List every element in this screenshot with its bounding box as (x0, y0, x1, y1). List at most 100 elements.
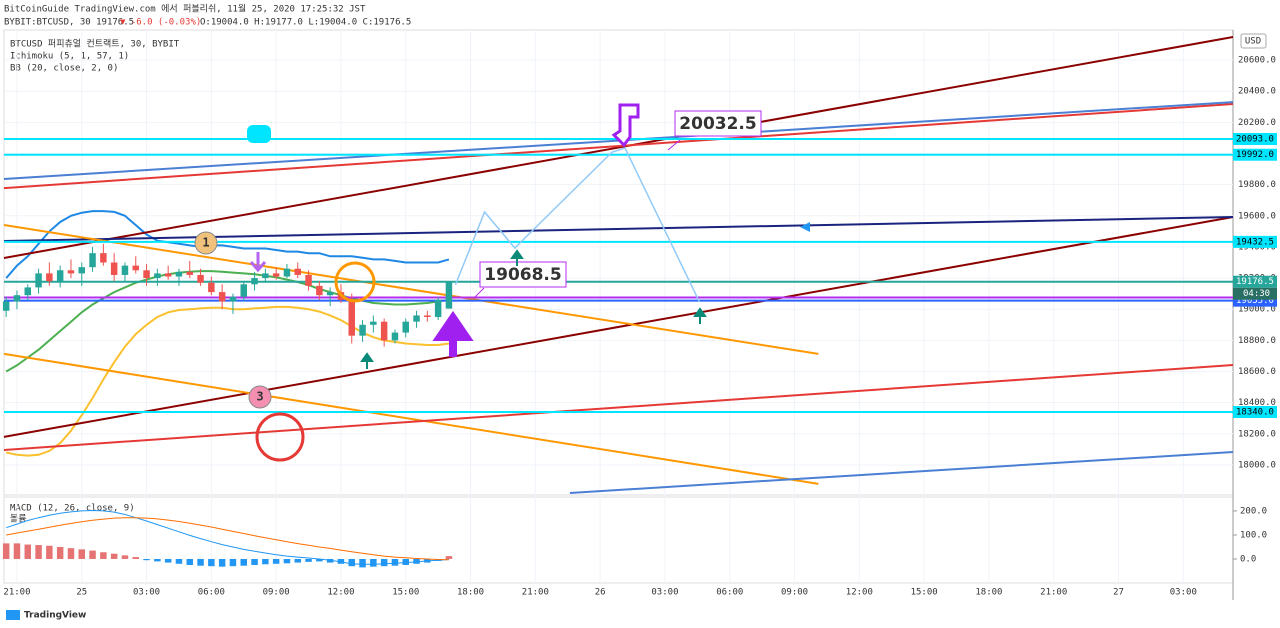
legend-item: BTCUSD 퍼피츄얼 컨트랙트, 30, BYBIT (10, 39, 180, 50)
macd-histogram-bar (78, 549, 85, 559)
macd-histogram-bar (305, 558, 312, 562)
candle-body (56, 270, 64, 282)
macd-histogram-bar (121, 555, 129, 559)
macd-histogram-bar (197, 558, 204, 566)
macd-tick-label: 0.0 (1240, 554, 1256, 564)
candle-body (359, 324, 366, 336)
macd-histogram-bar (13, 543, 21, 559)
face-icon (334, 261, 376, 303)
sad-face-icon (255, 412, 305, 462)
macd-histogram-bar (262, 558, 269, 565)
y-tick-label: 18200.0 (1238, 429, 1276, 439)
macd-histogram-bar (326, 558, 334, 563)
marker-bubble (194, 231, 218, 255)
candle-body (164, 273, 172, 277)
macd-line (6, 509, 449, 565)
y-tick-label: 20600.0 (1238, 56, 1276, 66)
y-tick-label: 18800.0 (1238, 336, 1276, 346)
macd-histogram-bar (251, 558, 258, 565)
candle-body (445, 281, 453, 309)
macd-histogram-bar (35, 545, 42, 559)
x-tick-label: 18:00 (457, 588, 484, 598)
macd-histogram-bar (56, 546, 64, 559)
candle-body (424, 315, 431, 318)
candle-body (121, 265, 129, 275)
price-badge (1233, 405, 1277, 418)
marker-bubble (248, 385, 272, 409)
bot-icon (247, 125, 271, 143)
macd-histogram-bar (413, 558, 420, 564)
price-badge-label: 19055.0 (1236, 296, 1274, 306)
macd-histogram-bar (294, 558, 301, 563)
candle-body (35, 273, 42, 288)
candle-body (326, 292, 334, 296)
macd-title: MACD (12, 26, close, 9) (10, 504, 135, 514)
x-tick-label: 03:00 (133, 588, 160, 598)
down-arrow-icon (249, 252, 267, 273)
x-tick-label: 09:00 (781, 588, 808, 598)
volume-label: 볼륨 (10, 514, 27, 525)
macd-histogram-bar (67, 548, 75, 559)
header-ohlc: O:19004.0 H:19177.0 L:19004.0 C:19176.5 (200, 18, 411, 28)
x-tick-label: 03:00 (1170, 588, 1197, 598)
candle-body (348, 299, 355, 336)
x-tick-label: 12:00 (327, 588, 354, 598)
candle-body (197, 274, 204, 283)
trendline (3, 36, 1234, 259)
brand-logo (6, 610, 20, 620)
macd-tick-label: 200.0 (1240, 506, 1267, 516)
price-badge-label: 19176.5 (1236, 277, 1274, 287)
macd-histogram-bar (337, 558, 345, 564)
x-tick-label: 21:00 (3, 588, 30, 598)
macd-histogram-bar (402, 558, 409, 565)
y-tick-label: 18600.0 (1238, 367, 1276, 377)
candle-body (283, 268, 291, 277)
candle-body (370, 321, 377, 325)
indicator-line (5, 210, 450, 279)
candle-body (434, 299, 442, 318)
annotation-text: 20032.5 (679, 114, 756, 134)
annotations: 20032.5 19068.5 1 3 (194, 103, 810, 462)
macd-histogram-bar (229, 558, 237, 567)
marker-text: 3 (256, 390, 263, 404)
x-tick-label: 27 (1113, 588, 1124, 598)
y-tick-label: 18400.0 (1238, 398, 1276, 408)
header-line: BitCoinGuide TradingView.com 에서 퍼블리쉬, 11… (4, 3, 366, 15)
countdown: 04:30 (1243, 289, 1270, 299)
price-badge (1233, 148, 1277, 161)
macd-histogram-bar (89, 550, 96, 559)
candle-body (154, 273, 161, 279)
marker-text: 1 (202, 236, 209, 250)
macd-histogram-bar (348, 558, 355, 567)
footer-brand: TradingView (24, 611, 86, 621)
macd-histogram-bar (175, 558, 183, 564)
candle-body (402, 321, 409, 333)
candle-body (2, 301, 10, 311)
macd-histogram-bar (186, 558, 193, 565)
candle-body (262, 273, 269, 279)
annotation-box (674, 110, 762, 137)
x-tick-label: 06:00 (198, 588, 225, 598)
candle-body (89, 253, 96, 268)
price-badge (1233, 133, 1277, 146)
candle-body (380, 321, 388, 341)
x-tick-label: 18:00 (975, 588, 1002, 598)
x-tick-label: 12:00 (846, 588, 873, 598)
candle-body (13, 295, 21, 302)
candle-body (294, 268, 301, 275)
macd-histogram-bar (370, 558, 377, 567)
candle-body (175, 271, 183, 277)
x-tick-label: 06:00 (716, 588, 743, 598)
y-tick-label: 19000.0 (1238, 305, 1276, 315)
x-tick-label: 15:00 (911, 588, 938, 598)
candle-body (100, 253, 107, 263)
candle-body (316, 285, 323, 296)
up-marker (510, 249, 524, 266)
candle-body (132, 265, 139, 271)
candle-body (186, 271, 193, 275)
macd-histogram-bar (100, 552, 107, 559)
up-arrow-icon (432, 310, 474, 357)
plot-layer: 18000.0 18200.0 18400.0 18600.0 18800.0 19000… (2, 30, 1277, 598)
macd-histogram-bar (164, 558, 172, 563)
candle-body (229, 296, 237, 302)
